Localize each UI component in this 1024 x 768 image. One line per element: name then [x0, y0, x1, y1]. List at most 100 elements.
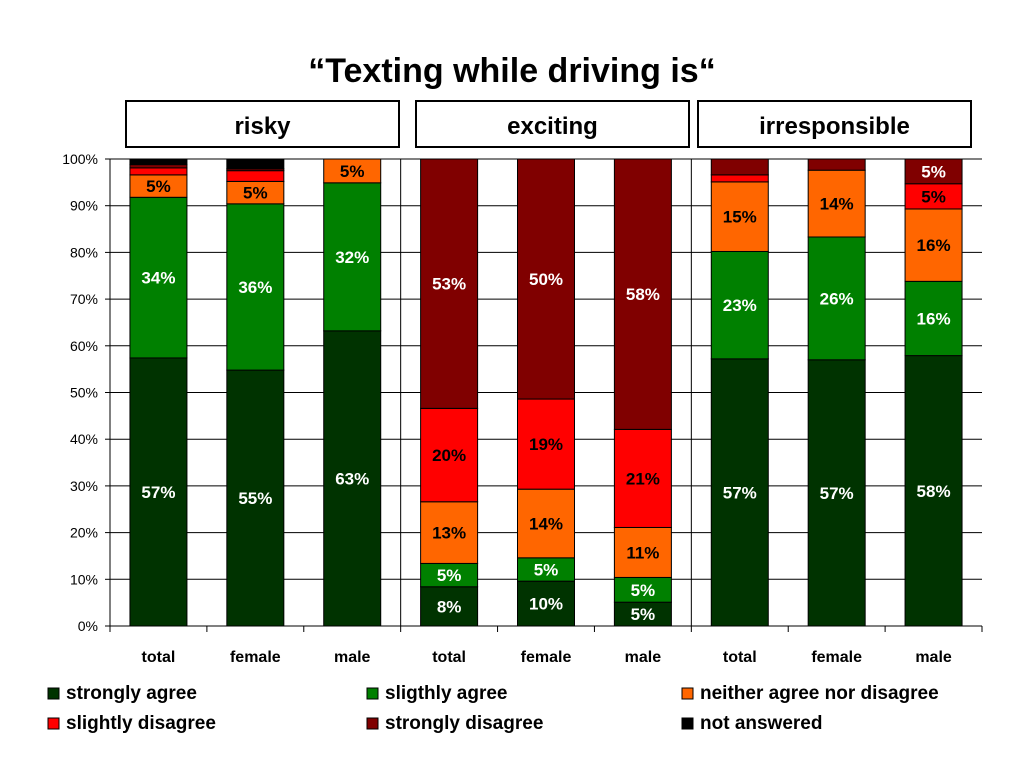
bar-segment-neither-agree-nor-disagree: [323, 158, 382, 184]
data-label: 57%: [820, 484, 854, 503]
bar-segment-neither-agree-nor-disagree: [710, 181, 769, 252]
data-label: 16%: [917, 309, 951, 328]
y-tick-label: 60%: [70, 338, 98, 354]
legend-label: strongly agree: [66, 683, 197, 704]
data-label: 19%: [529, 435, 563, 454]
x-tick-label: total: [432, 649, 466, 666]
y-axis-ticks: 0% 10% 20% 30% 40% 50% 60% 70% 80% 90% 100%: [62, 151, 98, 634]
data-label: 57%: [141, 483, 175, 502]
bar-segment-slightly-disagree: [710, 174, 769, 183]
data-label: 5%: [340, 162, 365, 181]
data-label: 11%: [626, 543, 659, 562]
data-label: 58%: [626, 285, 660, 304]
group-header-risky: risky: [234, 113, 291, 140]
data-label: 58%: [917, 482, 951, 501]
y-tick-label: 10%: [70, 571, 98, 587]
data-label: 23%: [723, 296, 757, 315]
bar-segment-neither-agree-nor-disagree: [904, 208, 963, 282]
y-tick-label: 30%: [70, 478, 98, 494]
group-header-exciting: exciting: [507, 113, 598, 140]
bar-segment-sligthly-agree: [323, 182, 382, 332]
bar-risky-male: 63% 32% 5%: [323, 158, 382, 627]
bar-irresponsible-male: 58% 16% 16% 5% 5%: [904, 158, 963, 627]
legend: strongly agree sligthly agree neither agre…: [47, 683, 939, 734]
bar-segment-strongly-disagree: [807, 158, 866, 171]
bar-segment-slightly-disagree: [517, 398, 575, 490]
legend-label: sligthly agree: [385, 683, 508, 704]
data-label: 14%: [820, 195, 854, 214]
data-label: 21%: [626, 469, 660, 488]
legend-swatch: [47, 717, 60, 730]
data-label: 5%: [243, 184, 268, 203]
bar-segment-sligthly-agree: [226, 203, 285, 371]
data-label: 32%: [335, 248, 369, 267]
legend-item-slightly-disagree: slightly disagree: [47, 713, 216, 734]
bar-segment-strongly-disagree: [420, 158, 479, 409]
bar-segment-strongly-agree: [323, 330, 382, 627]
y-tick-label: 70%: [70, 291, 98, 307]
group-header-box-risky: [125, 100, 400, 148]
data-label: 5%: [534, 560, 559, 579]
data-label: 5%: [437, 566, 462, 585]
y-tick-label: 90%: [70, 198, 98, 214]
legend-item-strongly-disagree: strongly disagree: [366, 713, 543, 734]
data-label: 36%: [238, 278, 272, 297]
bar-segment-strongly-disagree: [613, 158, 672, 430]
data-label: 14%: [529, 514, 563, 533]
group-headers: risky exciting irresponsible: [125, 100, 972, 148]
data-label: 55%: [238, 489, 272, 508]
legend-swatch: [47, 687, 60, 700]
bar-exciting-female: 10% 5% 14% 19% 50%: [517, 158, 575, 627]
x-tick-label: female: [811, 649, 862, 666]
bar-segment-strongly-disagree: [517, 158, 575, 400]
bar-exciting-total: 8% 5% 13% 20% 53%: [420, 158, 479, 627]
y-tick-label: 50%: [70, 385, 98, 401]
chart-title: “Texting while driving is“: [308, 52, 715, 90]
group-header-box-exciting: [415, 100, 690, 148]
bar-segment-neither-agree-nor-disagree: [613, 526, 672, 578]
bar-segment-sligthly-agree: [710, 250, 769, 360]
y-tick-label: 80%: [70, 244, 98, 260]
axes: [109, 159, 983, 632]
data-label: 63%: [335, 469, 369, 488]
bar-irresponsible-total: 57% 23% 15%: [710, 158, 769, 627]
data-label: 5%: [146, 177, 171, 196]
data-label: 5%: [631, 605, 656, 624]
y-tick-label: 100%: [62, 151, 98, 167]
data-label: 16%: [917, 236, 951, 255]
legend-item-sligthly-agree: sligthly agree: [366, 683, 508, 704]
y-tick-label: 40%: [70, 431, 98, 447]
x-tick-label: total: [723, 649, 757, 666]
data-label: 8%: [437, 597, 462, 616]
bar-exciting-male: 5% 5% 11% 21% 58%: [613, 158, 672, 627]
x-tick-label: female: [521, 649, 572, 666]
group-header-box-irresponsible: [697, 100, 972, 148]
bars: 57% 34% 5% 55% 36% 5% 63% 32% 5% 8% 5% 13% 20% 53% 10%…: [129, 158, 963, 627]
bar-segment-neither-agree-nor-disagree: [420, 501, 479, 564]
data-label: 20%: [432, 446, 466, 465]
bar-segment-strongly-disagree: [904, 158, 963, 185]
legend-label: neither agree nor disagree: [700, 683, 939, 704]
bar-segment-not-answered: [226, 158, 285, 170]
data-label: 15%: [723, 208, 757, 227]
data-label: 5%: [631, 581, 656, 600]
data-label: 57%: [723, 483, 757, 502]
bar-risky-total: 57% 34% 5%: [129, 158, 188, 627]
legend-item-neither-agree-nor-disagree: neither agree nor disagree: [681, 683, 939, 704]
bar-segment-slightly-disagree: [420, 407, 479, 503]
bar-segment-strongly-agree: [226, 369, 285, 627]
bar-segment-strongly-agree: [904, 355, 963, 627]
bar-segment-strongly-disagree: [710, 158, 769, 176]
x-tick-label: male: [915, 649, 952, 666]
legend-swatch: [366, 717, 379, 730]
y-tick-label: 20%: [70, 525, 98, 541]
bar-segment-slightly-disagree: [904, 183, 963, 210]
legend-swatch: [366, 687, 379, 700]
y-tick-label: 0%: [78, 618, 98, 634]
x-tick-label: male: [625, 649, 662, 666]
legend-label: strongly disagree: [385, 713, 543, 734]
group-header-irresponsible: irresponsible: [759, 113, 910, 140]
bar-segment-strongly-agree: [807, 359, 866, 627]
data-label: 26%: [820, 289, 854, 308]
x-tick-label: male: [334, 649, 371, 666]
